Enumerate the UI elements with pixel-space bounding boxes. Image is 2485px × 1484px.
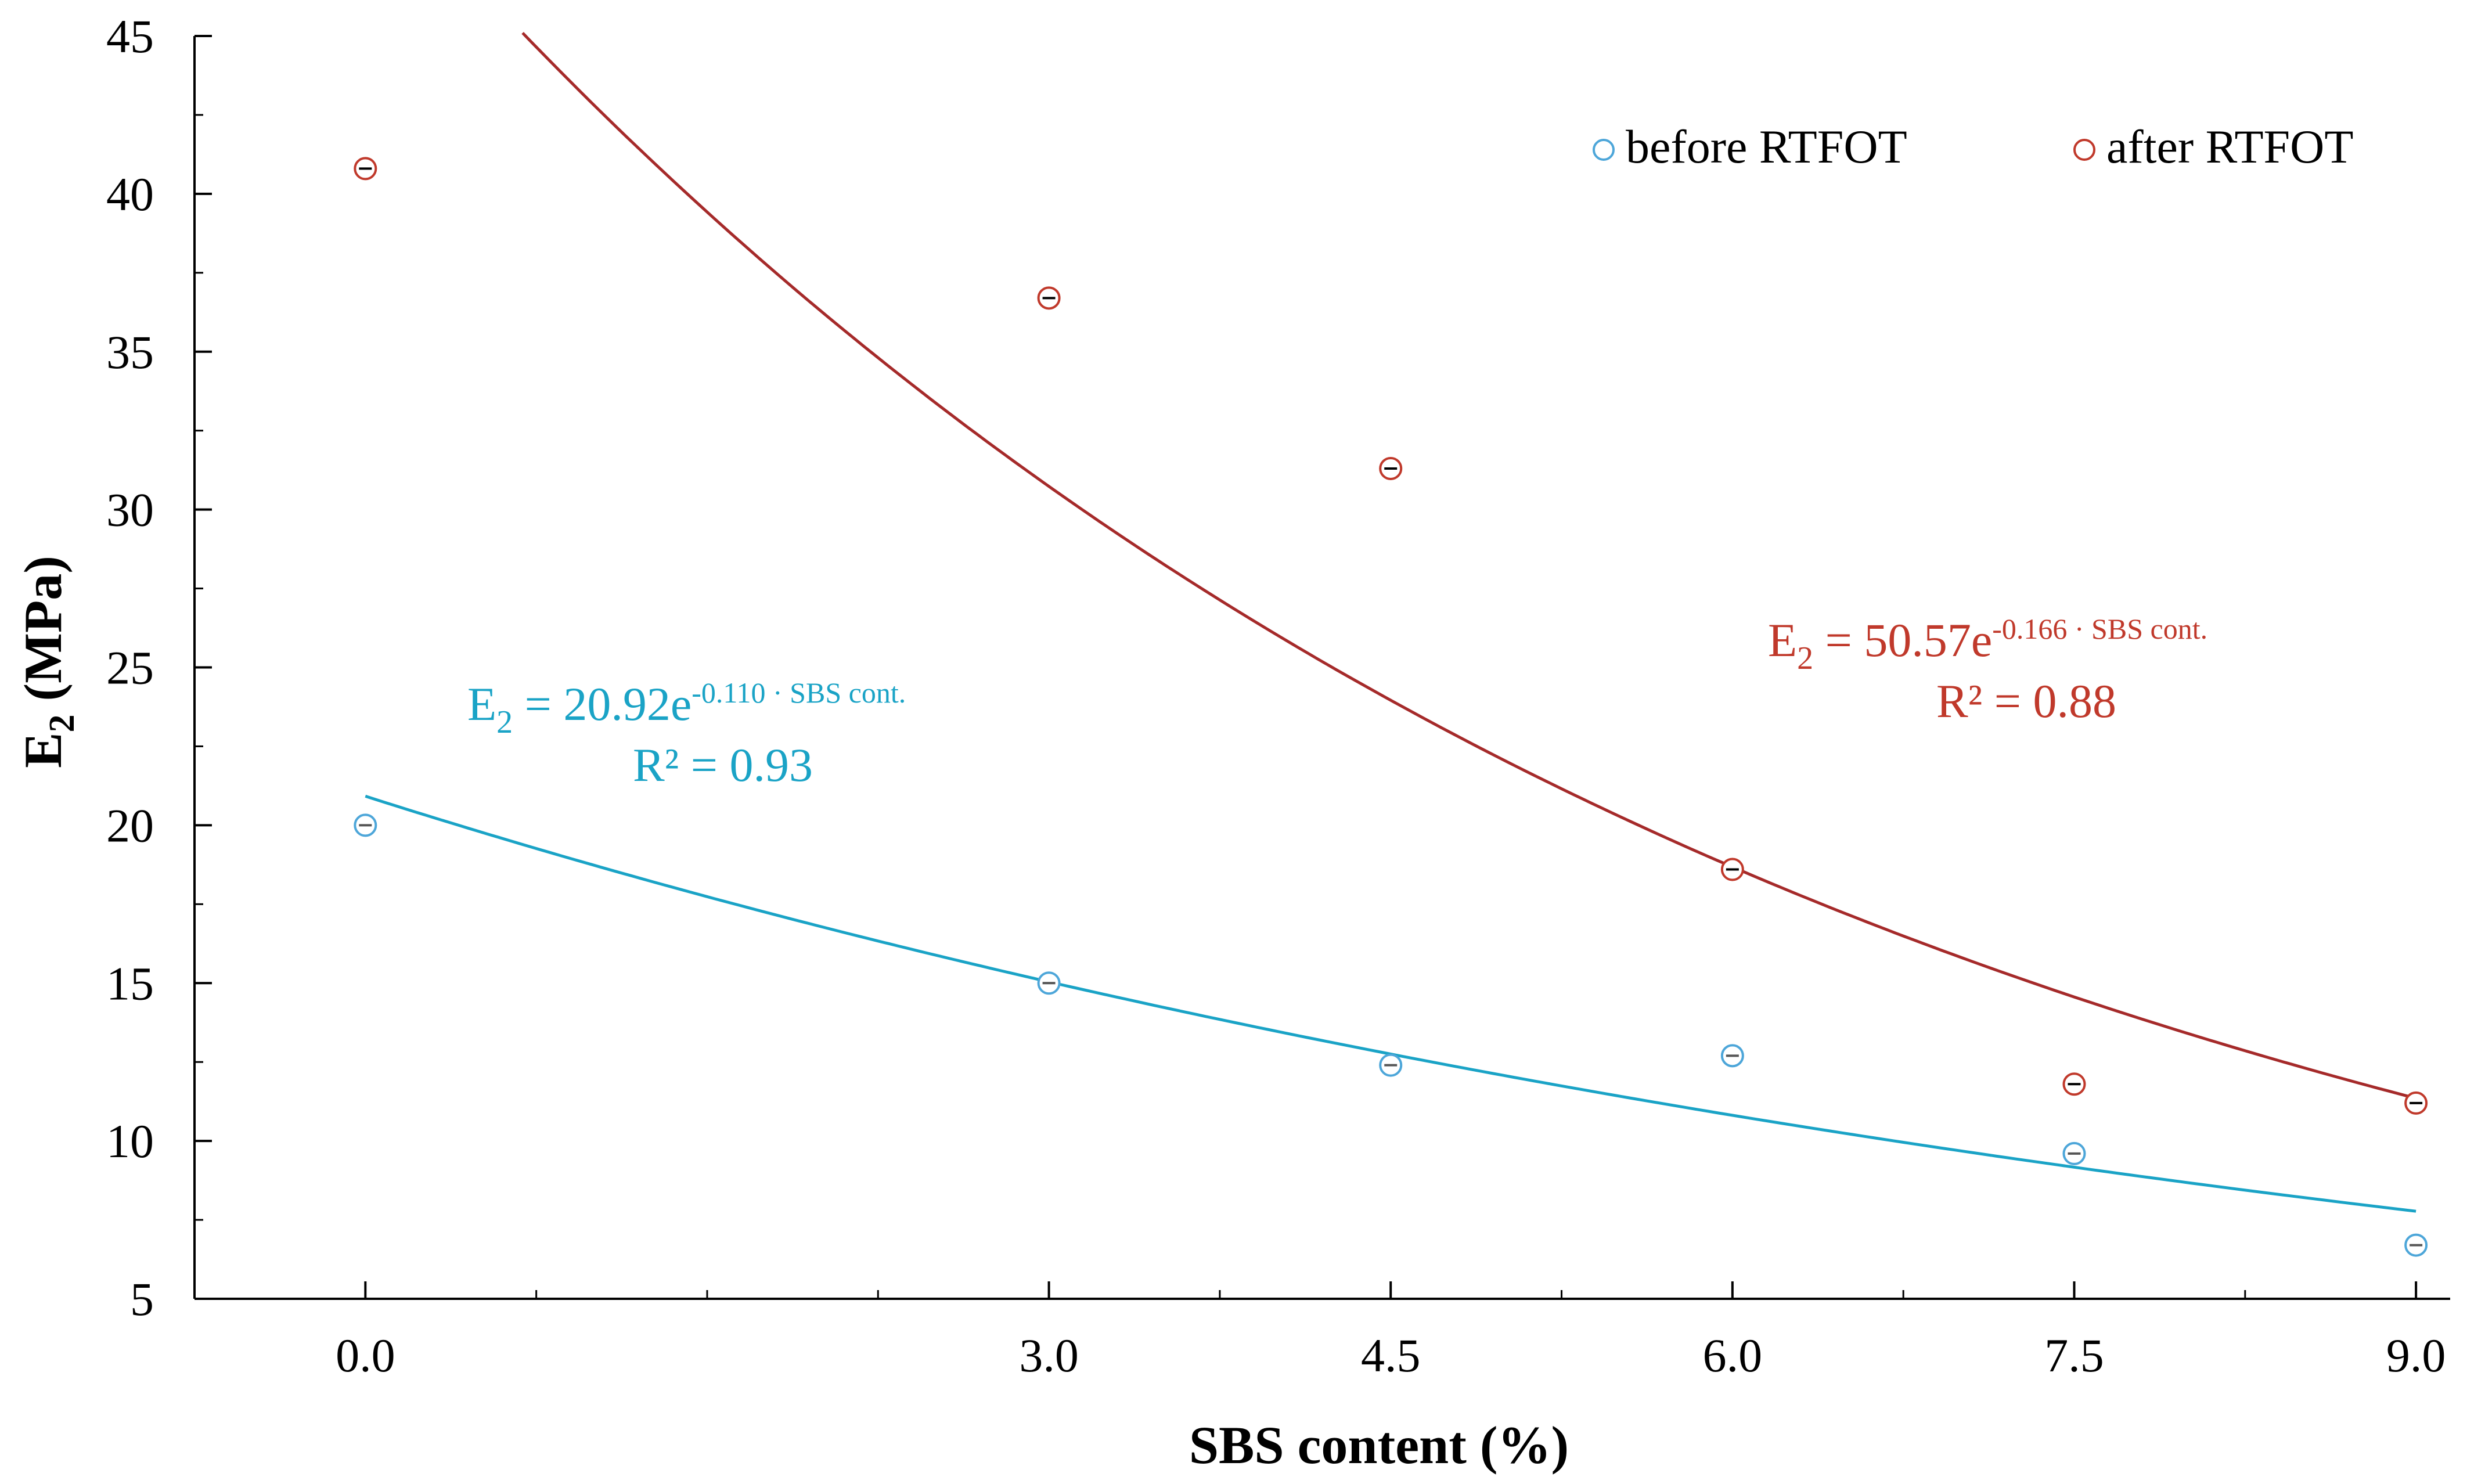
eq-before-exp: -0.110 · SBS cont. — [692, 676, 906, 709]
legend-marker-after — [2073, 139, 2095, 161]
data-point-after — [354, 157, 377, 181]
data-point-before — [1379, 1053, 1403, 1077]
eq-before-mid: = 20.92e — [513, 678, 692, 730]
chart-axes: 5 10 15 20 25 30 35 40 45 0.0 3.0 4.5 6.0 7.5 9.0 — [106, 10, 2450, 1382]
data-point-after — [2062, 1072, 2086, 1096]
legend-label-before: before RTFOT — [1626, 120, 1907, 173]
x-tick-label: 9.0 — [2386, 1329, 2446, 1382]
legend-label-after: after RTFOT — [2106, 120, 2353, 173]
x-tick-label: 0.0 — [336, 1329, 395, 1382]
eq-after-sub: 2 — [1797, 640, 1813, 676]
y-axis-title-sub: 2 — [42, 714, 82, 732]
data-point-after — [1720, 858, 1744, 881]
y-tick-label: 20 — [106, 799, 154, 852]
data-points — [354, 157, 2428, 1257]
y-tick-label: 35 — [106, 326, 154, 379]
data-point-after — [2404, 1091, 2428, 1115]
y-tick-label: 40 — [106, 168, 154, 221]
x-tick-label: 4.5 — [1361, 1329, 1421, 1382]
svg-text:E2 = 20.92e-0.110 · SBS cont.: E2 = 20.92e-0.110 · SBS cont. — [467, 676, 906, 740]
svg-text:E2 = 50.57e-0.166 · SBS cont.: E2 = 50.57e-0.166 · SBS cont. — [1768, 613, 2207, 676]
equation-after: E2 = 50.57e-0.166 · SBS cont. R² = 0.88 — [1768, 613, 2207, 727]
svg-text:E2 (MPa): E2 (MPa) — [13, 556, 82, 768]
y-tick-label: 15 — [106, 957, 154, 1010]
fit-curve-after — [521, 31, 2416, 1100]
y-axis-title-unit: (MPa) — [13, 556, 73, 701]
x-tick-label: 7.5 — [2044, 1329, 2104, 1382]
eq-after-lhs: E — [1768, 614, 1797, 667]
eq-after-r2: R² = 0.88 — [1936, 675, 2116, 727]
legend: before RTFOT after RTFOT — [1593, 120, 2353, 173]
y-axis-title: E2 (MPa) — [13, 556, 82, 768]
data-point-after — [1379, 456, 1403, 480]
data-point-before — [2062, 1141, 2086, 1165]
data-point-after — [1037, 286, 1061, 310]
y-tick-label: 10 — [106, 1115, 154, 1168]
eq-before-sub: 2 — [496, 704, 513, 740]
y-tick-label: 25 — [106, 642, 154, 694]
eq-after-mid: = 50.57e — [1813, 614, 1992, 667]
x-tick-label: 3.0 — [1019, 1329, 1079, 1382]
y-tick-label: 30 — [106, 484, 154, 536]
data-point-before — [354, 813, 377, 837]
y-tick-label: 5 — [130, 1273, 154, 1325]
eq-after-exp: -0.166 · SBS cont. — [1992, 613, 2207, 645]
equation-before: E2 = 20.92e-0.110 · SBS cont. R² = 0.93 — [467, 676, 906, 791]
legend-marker-before — [1593, 139, 1615, 161]
fit-curve-before — [365, 794, 2416, 1213]
y-tick-label: 45 — [106, 10, 154, 63]
y-axis-title-main: E — [13, 732, 73, 768]
eq-before-lhs: E — [467, 678, 496, 730]
data-point-before — [1720, 1044, 1744, 1068]
eq-before-r2: R² = 0.93 — [633, 739, 813, 791]
x-tick-label: 6.0 — [1703, 1329, 1763, 1382]
data-point-before — [1037, 971, 1061, 995]
x-axis-title: SBS content (%) — [1189, 1415, 1569, 1475]
data-point-before — [2404, 1233, 2428, 1257]
